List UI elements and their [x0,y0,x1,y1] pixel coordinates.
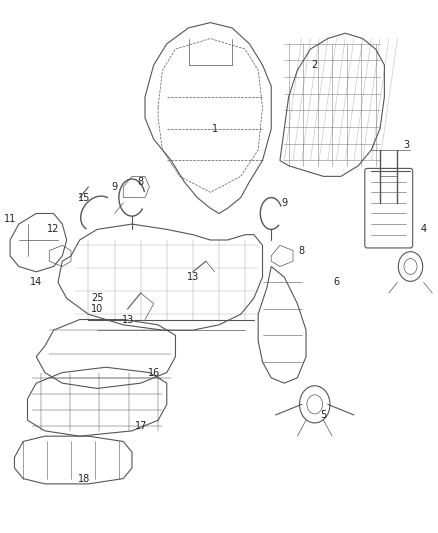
Text: 14: 14 [30,277,42,287]
Text: 13: 13 [121,314,134,325]
Text: 3: 3 [403,140,409,150]
Text: 17: 17 [134,421,147,431]
Text: 6: 6 [333,277,339,287]
Text: 15: 15 [78,192,90,203]
Text: 8: 8 [299,246,305,256]
Text: 9: 9 [281,198,287,208]
Text: 2: 2 [311,60,318,70]
Text: 5: 5 [320,410,327,420]
Text: 25: 25 [91,293,103,303]
Text: 16: 16 [148,368,160,377]
Text: 12: 12 [47,224,60,235]
Text: 4: 4 [420,224,427,235]
Text: 9: 9 [112,182,118,192]
Text: 11: 11 [4,214,16,224]
Text: 1: 1 [212,124,218,134]
Text: 13: 13 [187,272,199,282]
Text: 18: 18 [78,474,90,483]
Text: 8: 8 [138,176,144,187]
Text: 10: 10 [91,304,103,314]
